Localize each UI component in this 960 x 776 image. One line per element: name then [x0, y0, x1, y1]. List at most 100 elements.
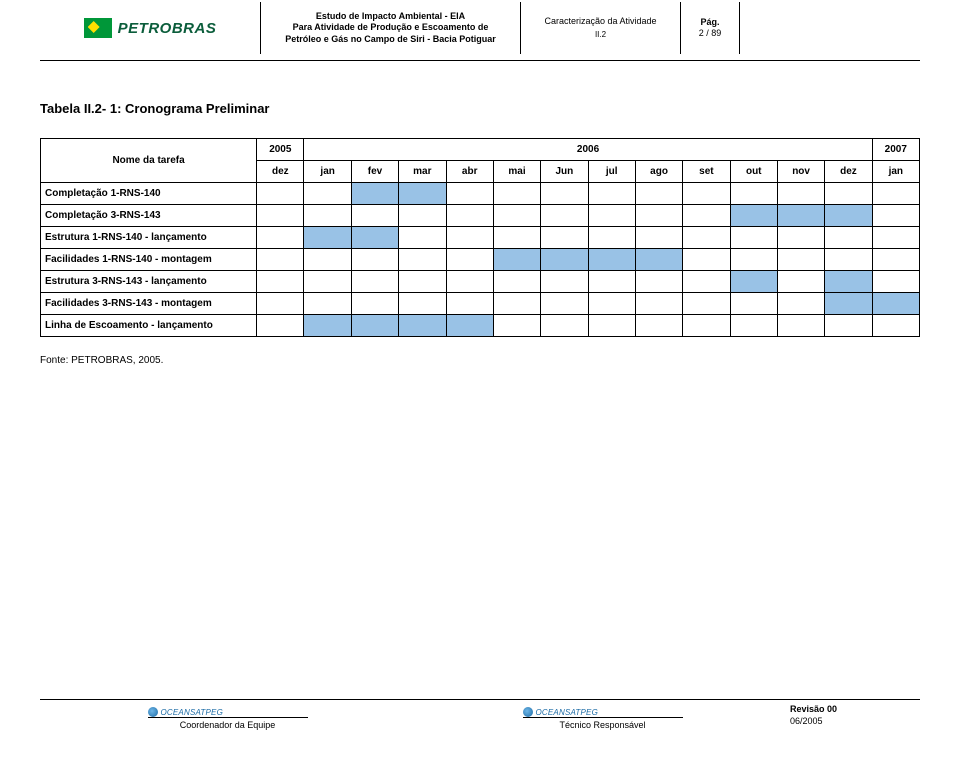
signature-line-tech: OCEANSATPEG [523, 704, 683, 718]
gantt-cell [446, 271, 493, 293]
logo-cell: PETROBRAS [40, 2, 260, 54]
gantt-cell [635, 271, 682, 293]
gantt-cell [304, 315, 351, 337]
gantt-cell [825, 249, 872, 271]
gantt-cell [683, 227, 730, 249]
gantt-cell [541, 293, 588, 315]
table-row: Estrutura 3-RNS-143 - lançamento [41, 271, 920, 293]
gantt-cell [257, 183, 304, 205]
footer-rule [40, 699, 920, 700]
doc-title-l1: Estudo de Impacto Ambiental - EIA [271, 11, 510, 22]
col-month: jan [304, 161, 351, 183]
gantt-cell [446, 249, 493, 271]
page-num: 2 / 89 [691, 28, 729, 39]
gantt-cell [446, 205, 493, 227]
gantt-cell [351, 315, 398, 337]
gantt-cell [446, 315, 493, 337]
gantt-cell [683, 293, 730, 315]
gantt-cell [588, 183, 635, 205]
col-month: jan [872, 161, 919, 183]
gantt-cell [825, 315, 872, 337]
gantt-cell [683, 315, 730, 337]
gantt-cell [588, 293, 635, 315]
sig-brand-1: OCEANSATPEG [161, 708, 224, 717]
gantt-cell [825, 205, 872, 227]
gantt-cell [304, 183, 351, 205]
gantt-cell [493, 293, 540, 315]
gantt-cell [399, 249, 446, 271]
table-row: Completação 3-RNS-143 [41, 205, 920, 227]
task-name: Estrutura 1-RNS-140 - lançamento [41, 227, 257, 249]
logo-text: PETROBRAS [118, 20, 217, 37]
page-label: Pág. [691, 17, 729, 28]
gantt-cell [257, 271, 304, 293]
gantt-cell [683, 271, 730, 293]
col-task-header: Nome da tarefa [41, 139, 257, 183]
col-year: 2005 [257, 139, 304, 161]
gantt-cell [351, 249, 398, 271]
gantt-cell [872, 183, 919, 205]
gantt-cell [730, 293, 777, 315]
fonte: Fonte: PETROBRAS, 2005. [40, 355, 920, 366]
coord-label: Coordenador da Equipe [180, 720, 276, 730]
gantt-cell [872, 205, 919, 227]
content: Tabela II.2- 1: Cronograma Preliminar No… [0, 61, 960, 366]
gantt-cell [493, 271, 540, 293]
gantt-cell [257, 205, 304, 227]
gantt-cell [541, 227, 588, 249]
col-month: dez [257, 161, 304, 183]
task-name: Completação 3-RNS-143 [41, 205, 257, 227]
task-name: Facilidades 3-RNS-143 - montagem [41, 293, 257, 315]
header-page: Pág. 2 / 89 [680, 2, 740, 54]
col-month: set [683, 161, 730, 183]
gantt-cell [730, 249, 777, 271]
rev-l1: Revisão 00 [790, 704, 837, 714]
gantt-cell [777, 183, 824, 205]
gantt-cell [588, 249, 635, 271]
table-row: Facilidades 3-RNS-143 - montagem [41, 293, 920, 315]
gantt-cell [541, 183, 588, 205]
gantt-cell [351, 183, 398, 205]
sig-brand-2: OCEANSATPEG [536, 708, 599, 717]
gantt-cell [304, 205, 351, 227]
gantt-cell [872, 227, 919, 249]
gantt-cell [257, 249, 304, 271]
gantt-cell [872, 293, 919, 315]
gantt-cell [446, 293, 493, 315]
gantt-cell [635, 205, 682, 227]
table-row: Estrutura 1-RNS-140 - lançamento [41, 227, 920, 249]
col-year: 2007 [872, 139, 919, 161]
table-row: Facilidades 1-RNS-140 - montagem [41, 249, 920, 271]
gantt-cell [446, 183, 493, 205]
gantt-cell [635, 315, 682, 337]
gantt-cell [541, 271, 588, 293]
gantt-cell [872, 271, 919, 293]
gantt-cell [399, 315, 446, 337]
gantt-cell [825, 183, 872, 205]
table-title: Tabela II.2- 1: Cronograma Preliminar [40, 101, 920, 116]
gantt-cell [777, 205, 824, 227]
col-month: ago [635, 161, 682, 183]
gantt-cell [493, 227, 540, 249]
gantt-cell [446, 227, 493, 249]
gantt-cell [257, 227, 304, 249]
task-name: Estrutura 3-RNS-143 - lançamento [41, 271, 257, 293]
gantt-cell [730, 227, 777, 249]
gantt-cell [635, 183, 682, 205]
signature-line-coord: OCEANSATPEG [148, 704, 308, 718]
rev-l2: 06/2005 [790, 716, 823, 726]
gantt-cell [730, 271, 777, 293]
oceansat-icon [148, 707, 158, 717]
gantt-cell [730, 315, 777, 337]
col-month: mai [493, 161, 540, 183]
table-row: Linha de Escoamento - lançamento [41, 315, 920, 337]
col-year: 2006 [304, 139, 872, 161]
gantt-cell [777, 271, 824, 293]
gantt-cell [777, 293, 824, 315]
gantt-cell [588, 227, 635, 249]
task-name: Completação 1-RNS-140 [41, 183, 257, 205]
gantt-body: Completação 1-RNS-140Completação 3-RNS-1… [41, 183, 920, 337]
gantt-cell [635, 227, 682, 249]
header-section: Caracterização da Atividade II.2 [520, 2, 680, 54]
gantt-cell [588, 205, 635, 227]
